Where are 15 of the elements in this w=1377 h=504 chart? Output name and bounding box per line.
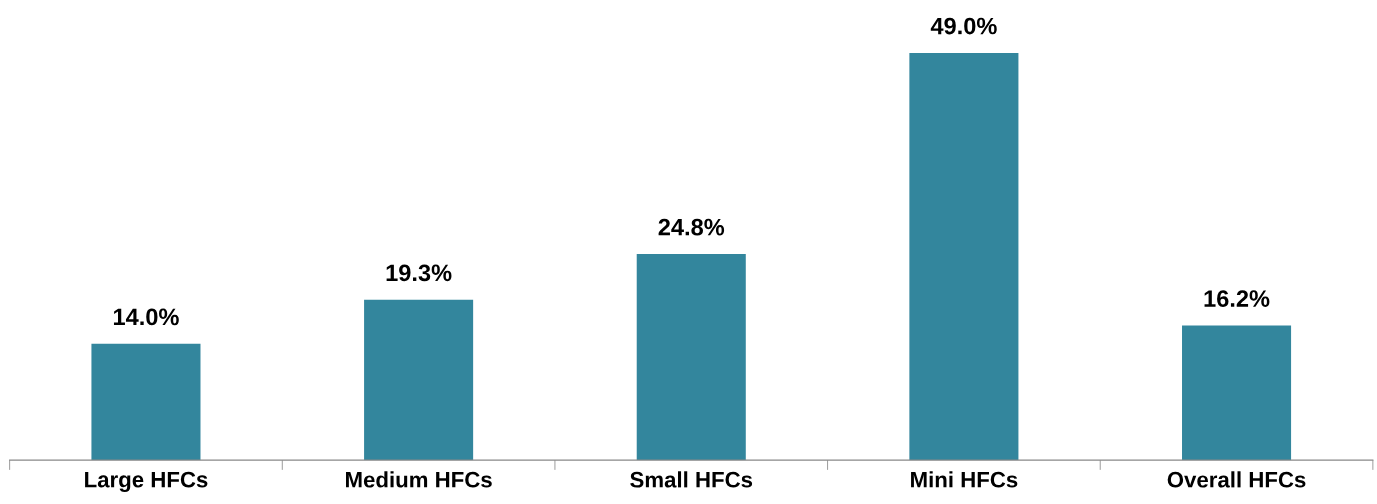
bar (364, 299, 474, 461)
x-tick-label: Large HFCs (85, 471, 208, 492)
bar (636, 254, 746, 461)
bar (909, 52, 1019, 461)
bar (91, 343, 201, 461)
data-label: 16.2% (1204, 290, 1270, 307)
x-tick-label: Small HFCs (630, 471, 753, 488)
x-tick-label: Overall HFCs (1167, 471, 1306, 488)
data-label: 49.0% (930, 17, 997, 35)
x-tick-label: Mini HFCs (911, 471, 1018, 488)
x-tick-label: Medium HFCs (346, 471, 492, 488)
data-label: 14.0% (113, 308, 179, 326)
data-label: 19.3% (386, 264, 452, 282)
bar (1182, 325, 1292, 461)
data-label: 24.8% (658, 218, 725, 236)
